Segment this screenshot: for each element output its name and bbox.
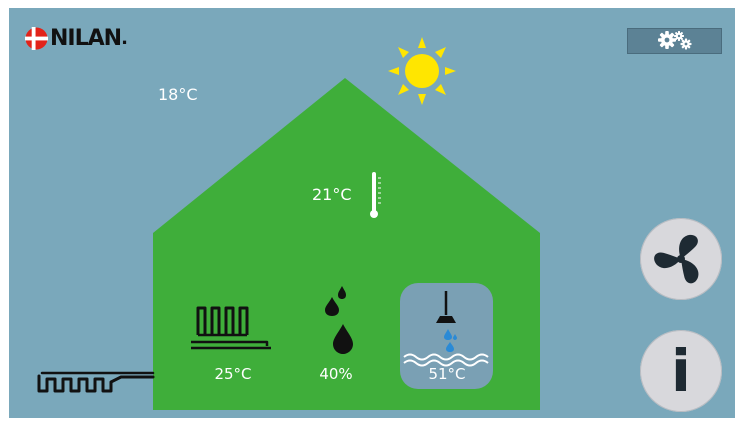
humidity-value: 40% <box>319 365 353 383</box>
indoor-temperature: 21°C <box>312 185 352 204</box>
gears-icon <box>657 31 691 50</box>
outdoor-temperature: 18°C <box>158 85 198 104</box>
brand-name: NILAN <box>50 25 122 51</box>
floor-heating-pipe <box>37 371 155 393</box>
hot-water-tile[interactable] <box>400 283 493 389</box>
fan-icon <box>654 234 699 284</box>
house-scene <box>37 37 540 410</box>
sun-icon <box>388 37 456 105</box>
info-button[interactable]: i <box>640 330 722 412</box>
info-icon: i <box>671 337 691 405</box>
heating-value: 25°C <box>214 365 252 383</box>
shower-icon <box>403 291 489 367</box>
screen: NILAN. <box>9 8 735 418</box>
thermometer-icon <box>370 172 381 218</box>
fan-button[interactable] <box>640 218 722 300</box>
hot-water-value: 51°C <box>428 365 466 383</box>
water-drops-icon <box>325 286 353 354</box>
settings-button[interactable] <box>627 28 722 54</box>
nilan-logo: NILAN. <box>25 23 128 53</box>
radiator-icon <box>191 306 271 350</box>
brand-dot: . <box>121 27 128 49</box>
danish-flag-icon <box>25 26 48 50</box>
